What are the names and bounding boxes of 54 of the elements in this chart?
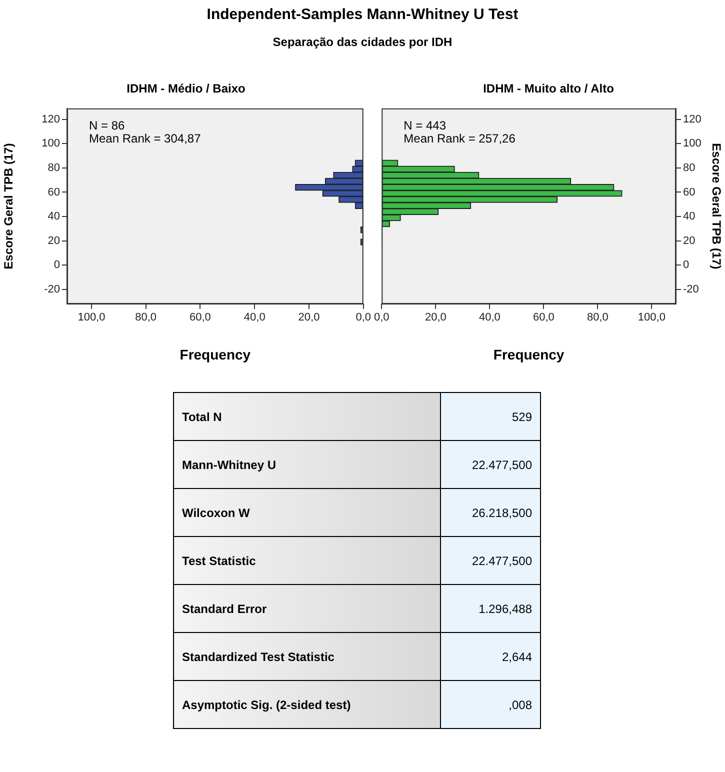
y-tick-label: 40	[683, 210, 696, 223]
annotation: N = 86	[89, 118, 126, 133]
category-label: Asymptotic Sig. (2-sided test)	[174, 680, 440, 728]
x-tick-label: 100,0	[78, 312, 106, 324]
text: 1.296,488	[478, 602, 532, 616]
text: Separação das cidades por IDH	[272, 35, 454, 49]
text: 2,644	[502, 650, 532, 664]
x-tick-label: 100,0	[638, 312, 666, 324]
y-axis-title: Escore Geral TPB (17)	[2, 143, 16, 270]
y-tick-label: 60	[48, 186, 60, 198]
category-label: Mann-Whitney U	[174, 440, 440, 488]
annotation: Mean Rank = 304,87	[89, 132, 202, 146]
x-tick-label: 40,0	[478, 312, 500, 324]
chart-title: IDHM - Médio / Baixo	[126, 82, 246, 96]
x-tick-label: 80,0	[586, 312, 608, 324]
y-axis-title: Escore Geral TPB (17)	[709, 143, 724, 270]
text: 26.218,500	[472, 506, 532, 520]
y-tick-label: -20	[683, 283, 699, 296]
x-tick-label: 60,0	[190, 312, 211, 324]
y-tick-label: -20	[44, 283, 60, 296]
x-tick-label: 20,0	[424, 312, 446, 324]
y-tick-label: 100	[42, 138, 60, 150]
annotation: N = 443	[404, 118, 446, 133]
x-tick-label: 0,0	[356, 312, 372, 324]
x-axis-title: Frequency	[493, 346, 564, 362]
y-tick-label: 80	[683, 162, 696, 174]
category-label: Standardized Test Statistic	[174, 632, 440, 680]
x-axis-title: Frequency	[180, 346, 251, 362]
category-label: Test Statistic	[174, 536, 440, 584]
y-tick-label: 40	[48, 210, 60, 223]
x-tick-label: 40,0	[244, 312, 266, 324]
y-tick-label: 0	[54, 259, 60, 272]
category-label: Standard Error	[174, 584, 440, 632]
annotation: Mean Rank = 257,26	[404, 132, 516, 146]
y-tick-label: 80	[48, 162, 60, 174]
chart-title: IDHM - Muito alto / Alto	[483, 82, 614, 96]
category-label: Total N	[174, 392, 440, 440]
x-tick-label: 80,0	[135, 312, 157, 324]
y-tick-label: 120	[42, 113, 60, 126]
category-label: Wilcoxon W	[174, 488, 440, 536]
y-tick-label: 60	[683, 186, 696, 198]
text: ,008	[508, 698, 532, 712]
x-tick-label: 0,0	[374, 312, 390, 324]
y-tick-label: 120	[683, 113, 702, 126]
y-tick-label: 100	[683, 138, 702, 150]
text: 529	[512, 410, 532, 424]
text: 22.477,500	[472, 458, 532, 472]
y-tick-label: 20	[683, 234, 696, 247]
y-tick-label: 0	[683, 259, 690, 272]
x-tick-label: 20,0	[298, 312, 320, 324]
text: Independent-Samples Mann-Whitney U Test	[206, 6, 520, 23]
text: 22.477,500	[472, 554, 532, 568]
x-tick-label: 60,0	[532, 312, 554, 324]
y-tick-label: 20	[48, 234, 60, 247]
